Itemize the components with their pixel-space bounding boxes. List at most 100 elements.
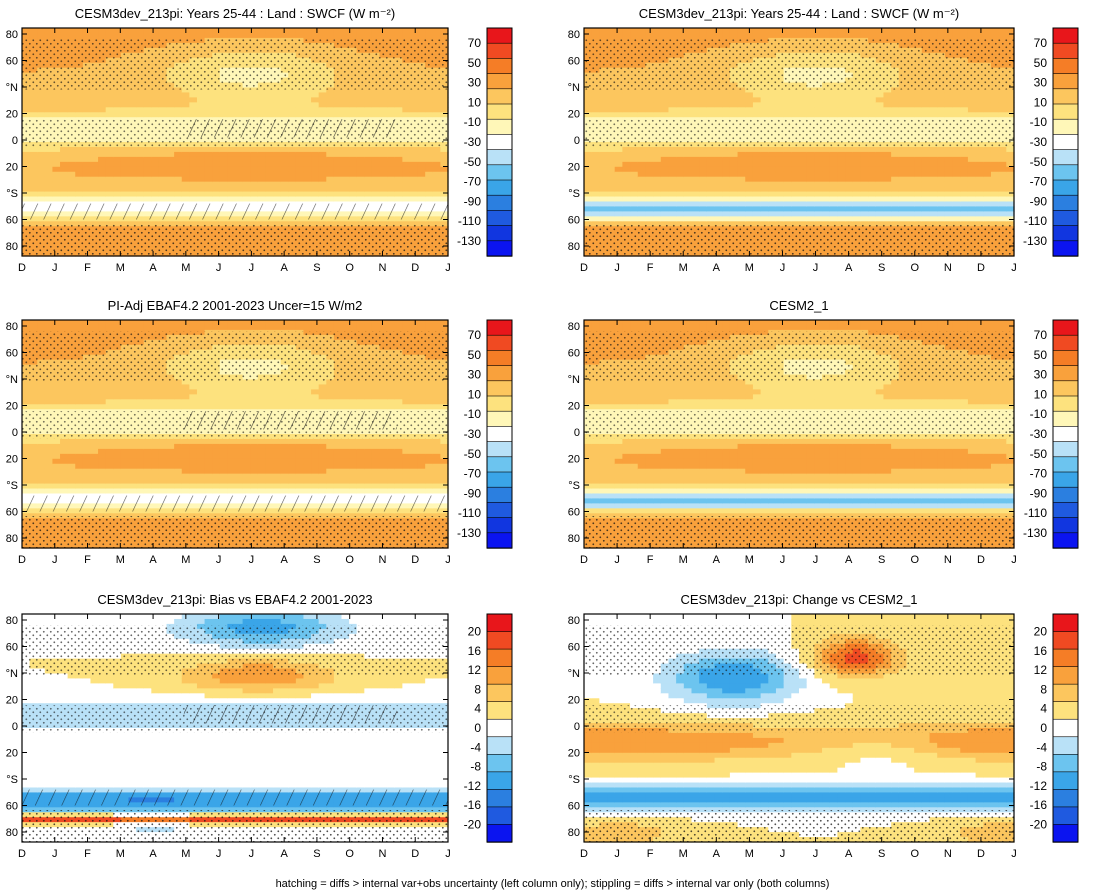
heatmap-cell [660, 28, 670, 34]
heatmap-cell [273, 161, 282, 168]
heatmap-cell [90, 176, 99, 183]
heatmap-cell [151, 161, 160, 168]
heatmap-cell [729, 206, 739, 212]
heatmap-cell [845, 181, 854, 188]
heatmap-cell [379, 87, 388, 94]
heatmap-cell [706, 191, 716, 198]
heatmap-cell [660, 92, 670, 98]
heatmap-cell [174, 196, 183, 203]
heatmap-cell [250, 161, 259, 168]
heatmap-cell [174, 186, 183, 193]
heatmap-cell [937, 216, 946, 222]
heatmap-cell [318, 196, 327, 203]
heatmap-cell [637, 28, 647, 34]
heatmap-cell [311, 92, 320, 98]
heatmap-cell [875, 206, 885, 212]
heatmap-cell [921, 166, 931, 173]
heatmap-cell [326, 102, 335, 108]
heatmap-cell [52, 112, 61, 118]
heatmap-cell [760, 92, 769, 98]
heatmap-cell [409, 166, 419, 173]
heatmap-cell [356, 181, 365, 188]
heatmap-cell [371, 102, 381, 108]
heatmap-cell [937, 176, 946, 183]
heatmap-cell [227, 181, 236, 188]
heatmap-cell [791, 146, 800, 153]
heatmap-cell [349, 28, 358, 34]
heatmap-cell [166, 196, 175, 203]
y-tick-label: °N [6, 82, 18, 94]
heatmap-cell [614, 146, 623, 153]
heatmap-cell [691, 171, 700, 178]
heatmap-cell [37, 171, 46, 178]
heatmap-cell [227, 156, 236, 163]
heatmap-cell [775, 112, 785, 118]
heatmap-cell [607, 146, 616, 153]
heatmap-cell [288, 176, 297, 183]
heatmap-cell [105, 146, 114, 153]
heatmap-cell [326, 156, 335, 163]
heatmap-cell [729, 32, 739, 39]
heatmap-cell [29, 102, 38, 108]
heatmap-cell [105, 171, 114, 178]
heatmap-cell [303, 166, 312, 173]
heatmap-cell [944, 97, 954, 103]
heatmap-cell [288, 191, 297, 198]
heatmap-cell [219, 156, 228, 163]
x-tick-label: M [181, 262, 190, 274]
heatmap-cell [944, 176, 954, 183]
heatmap-cell [280, 161, 289, 168]
heatmap-cell [288, 161, 297, 168]
heatmap-cell [22, 151, 31, 158]
heatmap-cell [653, 166, 662, 173]
heatmap-cell [364, 92, 373, 98]
heatmap-cell [242, 28, 251, 34]
heatmap-cell [837, 166, 846, 173]
heatmap-cell [645, 156, 654, 163]
colorbar-swatch [486, 103, 513, 120]
heatmap-cell [829, 92, 838, 98]
heatmap-cell [166, 146, 175, 153]
heatmap-cell [775, 176, 785, 183]
heatmap-cell [883, 28, 892, 34]
heatmap-cell [166, 107, 175, 113]
heatmap-cell [67, 107, 76, 113]
heatmap-cell [814, 181, 823, 188]
heatmap-cell [906, 176, 915, 183]
heatmap-cell [914, 166, 923, 173]
colorbar-swatch [486, 210, 513, 227]
heatmap-cell [599, 151, 608, 158]
heatmap-cell [683, 216, 693, 222]
heatmap-cell [668, 166, 677, 173]
heatmap-cell [660, 146, 670, 153]
heatmap-cell [196, 107, 206, 113]
heatmap-cell [387, 181, 396, 188]
heatmap-cell [829, 112, 838, 118]
heatmap-cell [136, 196, 145, 203]
heatmap-cell [189, 186, 198, 193]
heatmap-cell [906, 156, 915, 163]
heatmap-cell [409, 151, 419, 158]
heatmap-cell [318, 87, 327, 94]
heatmap-cell [852, 28, 862, 34]
heatmap-cell [960, 32, 969, 39]
heatmap-cell [645, 216, 654, 222]
heatmap-cell [120, 32, 130, 39]
heatmap-cell [668, 186, 677, 193]
heatmap-cell [387, 102, 396, 108]
heatmap-cell [775, 97, 785, 103]
heatmap-cell [914, 151, 923, 158]
heatmap-cell [75, 92, 84, 98]
colorbar-label: -130 [457, 234, 481, 248]
heatmap-cell [409, 161, 419, 168]
heatmap-cell [82, 161, 92, 168]
heatmap-cell [158, 102, 168, 108]
heatmap-cell [722, 191, 731, 198]
heatmap-cell [668, 161, 677, 168]
heatmap-cell [379, 161, 388, 168]
heatmap-cell [860, 87, 869, 94]
heatmap-cell [151, 186, 160, 193]
heatmap-cell [960, 211, 969, 217]
heatmap-cell [44, 28, 54, 34]
heatmap-cell [791, 87, 800, 94]
